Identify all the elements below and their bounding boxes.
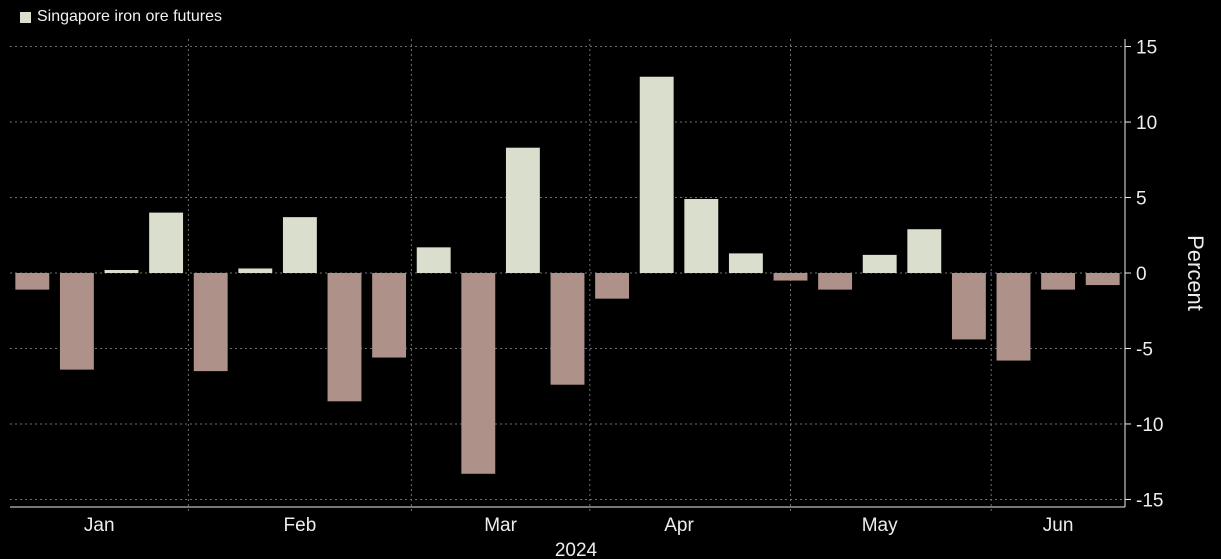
y-axis-label: Percent: [1183, 235, 1208, 311]
y-tick-label: -15: [1136, 490, 1163, 511]
bar: [684, 199, 719, 273]
bar: [505, 147, 540, 273]
bar: [461, 273, 496, 474]
legend-label: Singapore iron ore futures: [37, 8, 222, 25]
bar: [996, 273, 1031, 361]
y-tick-label: 15: [1136, 38, 1157, 59]
bar: [818, 273, 853, 290]
bar: [1085, 273, 1120, 286]
x-tick-label: Apr: [664, 515, 694, 536]
bar: [149, 212, 184, 273]
bar: [282, 217, 317, 273]
bar: [327, 273, 362, 402]
bar: [372, 273, 407, 358]
bar: [595, 273, 630, 299]
bar: [238, 268, 273, 273]
bar: [416, 247, 451, 273]
x-tick-label: Jan: [84, 515, 115, 536]
bar: [1041, 273, 1076, 290]
axes-layer: 15 10 5 0 -5 -10 -15 Jan Feb Mar Apr May Jun: [10, 38, 1163, 536]
bar: [59, 273, 94, 370]
bar: [104, 269, 139, 273]
bar: [773, 273, 808, 281]
chart-legend: Singapore iron ore futures: [20, 8, 222, 26]
bars-layer: [15, 76, 1120, 474]
y-tick-label: 0: [1136, 264, 1147, 285]
x-tick-label: Mar: [484, 515, 517, 536]
y-tick-label: 10: [1136, 113, 1157, 134]
x-axis-label: 2024: [555, 540, 598, 559]
bar: [951, 273, 986, 340]
x-tick-label: Jun: [1043, 515, 1074, 536]
bar: [193, 273, 228, 372]
y-tick-label: -10: [1136, 415, 1163, 436]
y-tick-label: -5: [1136, 339, 1153, 360]
x-tick-label: Feb: [284, 515, 317, 536]
bar: [550, 273, 585, 385]
bar: [862, 254, 897, 273]
y-tick-label: 5: [1136, 189, 1147, 210]
x-tick-label: May: [862, 515, 898, 536]
legend-swatch: [20, 11, 31, 23]
bar: [639, 76, 674, 273]
bar: [15, 273, 50, 290]
bar: [907, 229, 942, 273]
bar: [728, 253, 763, 273]
